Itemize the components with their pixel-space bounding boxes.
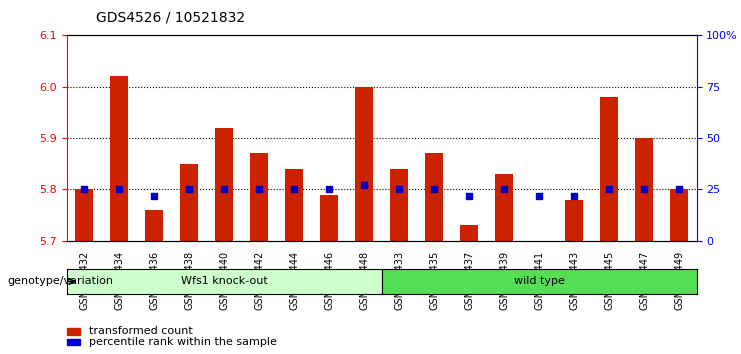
- Point: [358, 182, 370, 188]
- Point: [183, 187, 195, 192]
- Point: [253, 187, 265, 192]
- Bar: [565, 200, 583, 241]
- Point: [534, 193, 545, 198]
- Point: [323, 187, 335, 192]
- Point: [603, 187, 615, 192]
- Point: [288, 187, 300, 192]
- Text: transformed count: transformed count: [89, 326, 193, 336]
- Bar: [76, 189, 93, 241]
- Bar: [145, 210, 163, 241]
- Text: percentile rank within the sample: percentile rank within the sample: [89, 337, 277, 347]
- Point: [219, 187, 230, 192]
- Bar: [285, 169, 303, 241]
- Point: [428, 187, 440, 192]
- Text: genotype/variation: genotype/variation: [7, 276, 113, 286]
- Bar: [671, 189, 688, 241]
- Bar: [391, 169, 408, 241]
- Text: wild type: wild type: [514, 276, 565, 286]
- Point: [638, 187, 650, 192]
- Point: [673, 187, 685, 192]
- Bar: [250, 154, 268, 241]
- Bar: [600, 97, 618, 241]
- Point: [113, 187, 125, 192]
- Bar: [356, 87, 373, 241]
- Bar: [425, 154, 443, 241]
- Point: [498, 187, 510, 192]
- Point: [568, 193, 580, 198]
- Bar: [320, 195, 338, 241]
- Point: [463, 193, 475, 198]
- Text: GDS4526 / 10521832: GDS4526 / 10521832: [96, 10, 245, 24]
- Point: [148, 193, 160, 198]
- Bar: [460, 225, 478, 241]
- Bar: [635, 138, 653, 241]
- Bar: [180, 164, 198, 241]
- Text: Wfs1 knock-out: Wfs1 knock-out: [181, 276, 268, 286]
- Point: [393, 187, 405, 192]
- Point: [79, 187, 90, 192]
- Bar: [495, 174, 513, 241]
- Bar: [216, 128, 233, 241]
- Bar: [110, 76, 128, 241]
